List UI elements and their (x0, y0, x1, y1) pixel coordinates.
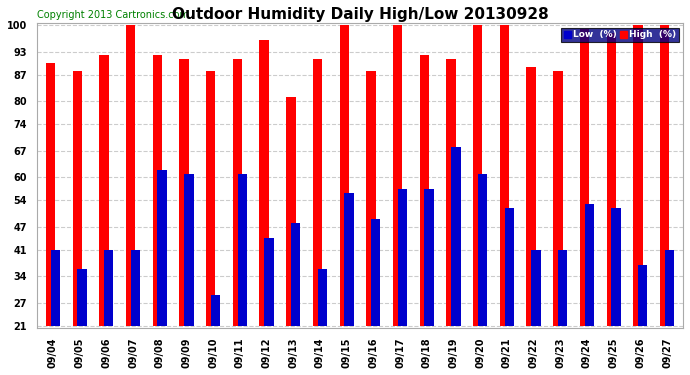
Bar (504, 208, 514, 326)
Bar (397, 189, 407, 326)
Bar (264, 238, 274, 326)
Bar (50, 250, 60, 326)
Bar (420, 56, 429, 326)
Bar (611, 208, 621, 326)
Bar (286, 98, 295, 326)
Bar (531, 250, 540, 326)
Bar (184, 174, 193, 326)
Bar (371, 219, 380, 326)
Bar (638, 265, 647, 326)
Bar (584, 204, 594, 326)
Bar (46, 63, 55, 326)
Bar (211, 296, 220, 326)
Bar (451, 147, 460, 326)
Bar (664, 250, 674, 326)
Bar (317, 269, 327, 326)
Bar (553, 71, 562, 326)
Bar (424, 189, 434, 326)
Bar (446, 59, 455, 326)
Bar (558, 250, 567, 326)
Bar (206, 71, 215, 326)
Bar (526, 67, 536, 326)
Bar (72, 71, 82, 326)
Bar (500, 25, 509, 326)
Bar (131, 250, 140, 326)
Bar (179, 59, 188, 326)
Bar (291, 223, 300, 326)
Bar (633, 25, 642, 326)
Bar (660, 25, 669, 326)
Legend: Low  (%), High  (%): Low (%), High (%) (562, 28, 678, 42)
Bar (157, 170, 167, 326)
Bar (233, 59, 242, 326)
Bar (259, 40, 269, 326)
Bar (393, 25, 402, 326)
Bar (313, 59, 322, 326)
Bar (126, 25, 135, 326)
Bar (339, 25, 349, 326)
Bar (77, 269, 87, 326)
Bar (152, 56, 162, 326)
Text: Copyright 2013 Cartronics.com: Copyright 2013 Cartronics.com (37, 10, 189, 20)
Bar (344, 192, 354, 326)
Bar (237, 174, 247, 326)
Bar (607, 33, 616, 326)
Bar (99, 56, 108, 326)
Bar (104, 250, 113, 326)
Title: Outdoor Humidity Daily High/Low 20130928: Outdoor Humidity Daily High/Low 20130928 (172, 7, 549, 22)
Bar (580, 29, 589, 326)
Bar (473, 25, 482, 326)
Bar (478, 174, 487, 326)
Bar (366, 71, 375, 326)
